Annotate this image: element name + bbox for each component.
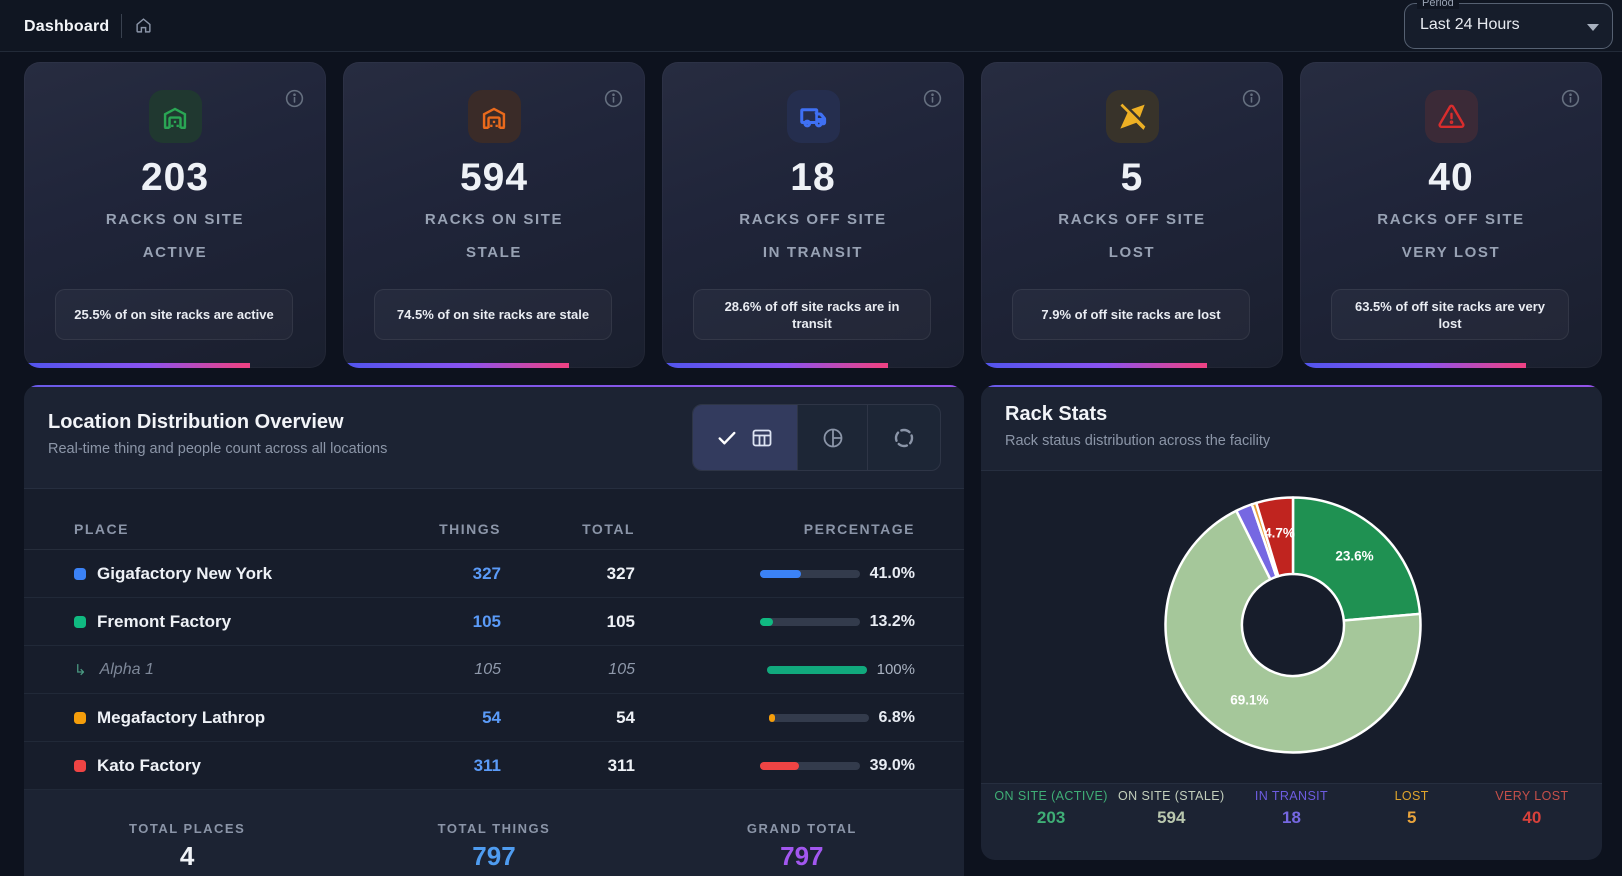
svg-text:69.1%: 69.1% bbox=[1230, 693, 1268, 708]
svg-text:4.7%: 4.7% bbox=[1264, 526, 1295, 541]
svg-text:23.6%: 23.6% bbox=[1335, 549, 1373, 564]
